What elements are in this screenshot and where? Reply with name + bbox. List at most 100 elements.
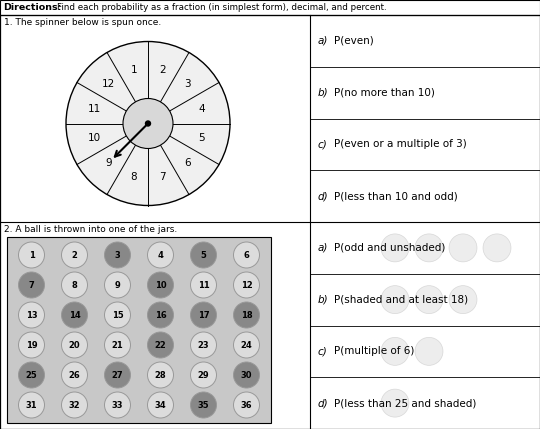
Circle shape — [483, 234, 511, 262]
Text: P(even): P(even) — [334, 36, 374, 46]
Text: 1: 1 — [29, 251, 35, 260]
Circle shape — [105, 392, 131, 418]
Circle shape — [191, 362, 217, 388]
Circle shape — [449, 234, 477, 262]
Text: 4: 4 — [158, 251, 164, 260]
Text: 13: 13 — [26, 311, 37, 320]
Circle shape — [147, 242, 173, 268]
Circle shape — [233, 362, 260, 388]
Circle shape — [381, 234, 409, 262]
Circle shape — [381, 389, 409, 417]
Text: 24: 24 — [241, 341, 252, 350]
Text: 26: 26 — [69, 371, 80, 380]
Circle shape — [105, 362, 131, 388]
Text: 20: 20 — [69, 341, 80, 350]
Text: 36: 36 — [241, 401, 252, 410]
Text: 10: 10 — [88, 133, 101, 143]
Circle shape — [233, 242, 260, 268]
Bar — [0, 0, 540, 15]
Text: 6: 6 — [184, 158, 191, 168]
Circle shape — [449, 286, 477, 314]
Text: 12: 12 — [102, 79, 116, 89]
Text: 23: 23 — [198, 341, 210, 350]
Circle shape — [105, 332, 131, 358]
Circle shape — [62, 242, 87, 268]
Circle shape — [147, 362, 173, 388]
Circle shape — [147, 302, 173, 328]
Text: 8: 8 — [72, 281, 77, 290]
Text: 19: 19 — [26, 341, 37, 350]
Text: 2: 2 — [159, 65, 166, 75]
Circle shape — [18, 272, 44, 298]
Text: P(multiple of 6): P(multiple of 6) — [334, 346, 414, 356]
Text: 25: 25 — [25, 371, 37, 380]
Text: 3: 3 — [184, 79, 191, 89]
Circle shape — [191, 332, 217, 358]
Text: 28: 28 — [154, 371, 166, 380]
Circle shape — [233, 332, 260, 358]
Text: 9: 9 — [114, 281, 120, 290]
Text: a): a) — [318, 36, 328, 46]
Text: 1: 1 — [130, 65, 137, 75]
Circle shape — [381, 337, 409, 366]
Circle shape — [18, 242, 44, 268]
Circle shape — [105, 302, 131, 328]
Text: P(less than 10 and odd): P(less than 10 and odd) — [334, 191, 458, 201]
Text: 8: 8 — [130, 172, 137, 182]
Text: 5: 5 — [198, 133, 205, 143]
Text: 6: 6 — [244, 251, 249, 260]
Text: 27: 27 — [112, 371, 123, 380]
Circle shape — [191, 302, 217, 328]
Text: 7: 7 — [29, 281, 35, 290]
Circle shape — [18, 302, 44, 328]
Bar — [310, 222, 540, 429]
Circle shape — [62, 272, 87, 298]
Text: 34: 34 — [154, 401, 166, 410]
Text: 2. A ball is thrown into one of the jars.: 2. A ball is thrown into one of the jars… — [4, 225, 177, 234]
Circle shape — [233, 272, 260, 298]
Circle shape — [191, 242, 217, 268]
Text: 17: 17 — [198, 311, 210, 320]
Text: 22: 22 — [154, 341, 166, 350]
Circle shape — [18, 332, 44, 358]
Text: 11: 11 — [198, 281, 210, 290]
Text: 11: 11 — [88, 104, 101, 114]
Bar — [0, 15, 310, 222]
Bar — [0, 222, 310, 429]
Text: 35: 35 — [198, 401, 210, 410]
Text: 4: 4 — [198, 104, 205, 114]
Circle shape — [145, 121, 151, 126]
Text: d): d) — [318, 191, 329, 201]
Text: 9: 9 — [105, 158, 112, 168]
Text: P(no more than 10): P(no more than 10) — [334, 88, 435, 98]
Text: c): c) — [318, 346, 328, 356]
Circle shape — [18, 362, 44, 388]
Circle shape — [233, 302, 260, 328]
Text: 18: 18 — [241, 311, 252, 320]
Circle shape — [233, 392, 260, 418]
Bar — [7, 237, 271, 423]
Text: b): b) — [318, 295, 329, 305]
Circle shape — [62, 362, 87, 388]
Circle shape — [62, 332, 87, 358]
Text: c): c) — [318, 139, 328, 149]
Circle shape — [18, 392, 44, 418]
Text: P(odd and unshaded): P(odd and unshaded) — [334, 243, 446, 253]
Circle shape — [105, 242, 131, 268]
Text: 5: 5 — [200, 251, 206, 260]
Text: 16: 16 — [154, 311, 166, 320]
Text: b): b) — [318, 88, 329, 98]
Circle shape — [62, 302, 87, 328]
Text: 15: 15 — [112, 311, 123, 320]
Circle shape — [147, 272, 173, 298]
Circle shape — [105, 272, 131, 298]
Circle shape — [381, 286, 409, 314]
Circle shape — [415, 337, 443, 366]
Text: 12: 12 — [241, 281, 252, 290]
Circle shape — [147, 332, 173, 358]
Text: a): a) — [318, 243, 328, 253]
Circle shape — [191, 272, 217, 298]
Text: 33: 33 — [112, 401, 123, 410]
Circle shape — [191, 392, 217, 418]
Text: 2: 2 — [72, 251, 77, 260]
